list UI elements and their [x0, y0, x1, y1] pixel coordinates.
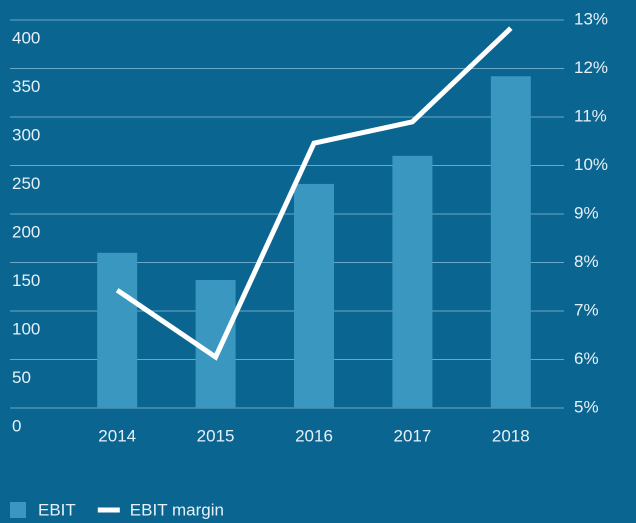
x-tick-label: 2014 [98, 426, 136, 445]
x-tick-label: 2018 [492, 426, 530, 445]
y2-tick-label: 9% [574, 203, 599, 222]
legend-swatch [10, 502, 26, 518]
y2-tick-label: 10% [574, 155, 608, 174]
x-tick-label: 2016 [295, 426, 333, 445]
y-tick-label: 150 [12, 271, 40, 290]
y-tick-label: 400 [12, 28, 40, 47]
line [115, 26, 513, 361]
y-tick-label: 50 [12, 368, 31, 387]
y-tick-label: 200 [12, 222, 40, 241]
y2-tick-label: 8% [574, 252, 599, 271]
y2-tick-label: 12% [574, 58, 608, 77]
y2-tick-label: 6% [574, 349, 599, 368]
y2-tick-label: 13% [574, 9, 608, 28]
bar [490, 76, 531, 408]
y2-tick-label: 5% [574, 397, 599, 416]
y-tick-label: 250 [12, 174, 40, 193]
bar [294, 183, 334, 408]
y2-tick-label: 7% [574, 300, 599, 319]
legend-label: EBIT margin [130, 500, 224, 519]
bar [392, 155, 433, 408]
x-tick-label: 2017 [393, 426, 431, 445]
y-tick-label: 300 [12, 125, 40, 144]
legend-label: EBIT [38, 500, 76, 519]
bar [195, 279, 236, 408]
y-tick-label: 350 [12, 77, 40, 96]
y-tick-label: 0 [12, 416, 21, 435]
y-tick-label: 100 [12, 319, 40, 338]
bar [97, 252, 138, 408]
x-tick-label: 2015 [197, 426, 235, 445]
y2-tick-label: 11% [574, 106, 607, 125]
